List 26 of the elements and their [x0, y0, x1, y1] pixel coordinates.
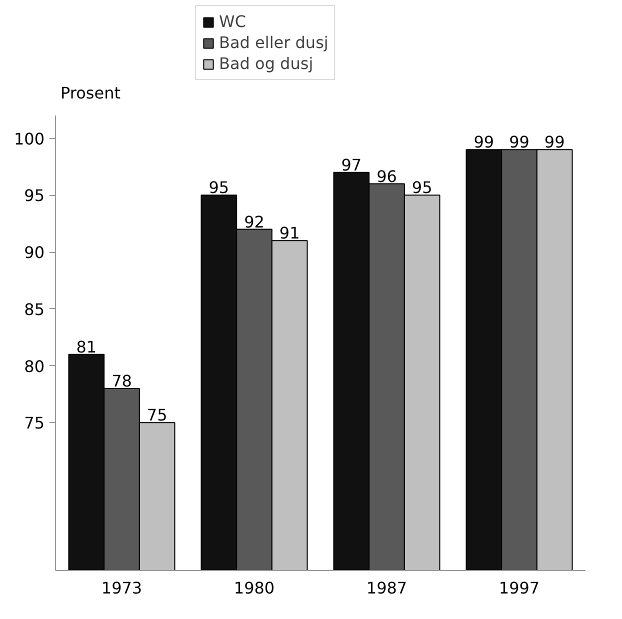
y-tick-label: 90: [24, 243, 44, 262]
y-tick-label: 95: [24, 186, 44, 206]
x-tick-label: 1980: [234, 578, 275, 598]
data-label: 95: [208, 178, 230, 198]
legend-label: WC: [219, 12, 246, 31]
x-tick-label: 1997: [498, 578, 540, 598]
data-label: 97: [341, 155, 362, 174]
data-label: 99: [509, 132, 530, 152]
x-tick-label: 1973: [101, 578, 142, 598]
data-label: 96: [376, 166, 397, 186]
x-tick-label: 1987: [366, 578, 408, 598]
data-label: 92: [244, 212, 264, 232]
data-label: 99: [474, 132, 494, 152]
y-tick-label: 85: [24, 300, 44, 319]
y-tick-label: 100: [14, 129, 45, 148]
data-label: 99: [544, 132, 565, 152]
data-label: 78: [112, 372, 132, 390]
y-tick-label: 75: [24, 414, 44, 433]
y-tick-label: 80: [24, 356, 44, 376]
data-label: 75: [146, 406, 168, 425]
data-label: 81: [76, 337, 97, 356]
legend-label: Bad eller dusj: [219, 33, 328, 52]
data-label: 95: [412, 178, 432, 198]
legend-label: Bad og dusj: [219, 54, 314, 73]
y-axis-title: Prosent: [60, 84, 120, 102]
data-label: 91: [279, 224, 300, 243]
